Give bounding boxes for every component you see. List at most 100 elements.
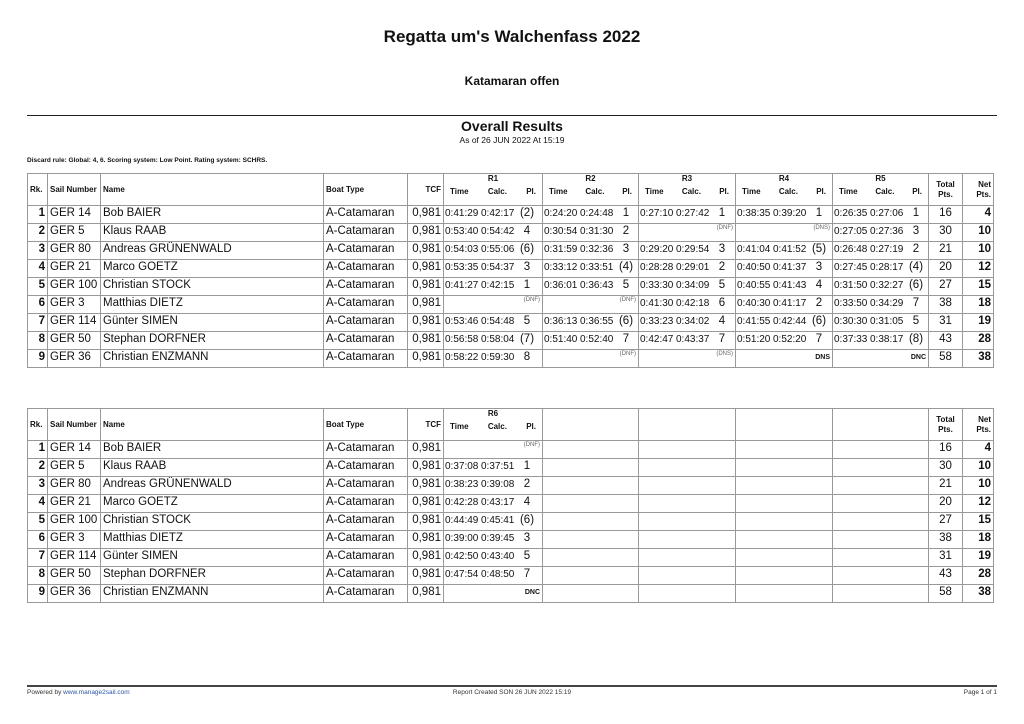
finish-time: 0:54:03	[445, 244, 479, 255]
total-points-cell: 43	[928, 566, 963, 585]
sail-number-cell: GER 5	[47, 458, 101, 477]
total-points-cell: 38	[928, 295, 963, 314]
penalty-code: DNC	[910, 354, 926, 361]
finish-time: 0:41:30	[640, 298, 674, 309]
empty-cell	[542, 458, 639, 477]
race-result-cell: (DNF)	[542, 349, 639, 368]
header-place: Pl.	[526, 187, 536, 196]
net-points-cell: 10	[962, 223, 994, 242]
sail-number-cell: GER 114	[47, 313, 101, 332]
rank-cell: 1	[27, 205, 48, 224]
boat-type-cell: A-Catamaran	[323, 349, 408, 368]
boat-type-cell: A-Catamaran	[323, 548, 408, 567]
place: 2	[622, 225, 630, 237]
rank-cell: 2	[27, 458, 48, 477]
finish-time: 0:37:33	[834, 334, 868, 345]
manage2sail-link[interactable]: www.manage2sail.com	[63, 689, 130, 696]
race-result-cell: 0:33:30 0:34:09 5	[638, 277, 736, 296]
place: 7	[622, 333, 630, 345]
race-name: R6	[487, 409, 499, 419]
finish-time: 0:40:55	[737, 280, 771, 291]
corrected-time: 0:43:37	[676, 334, 710, 345]
powered-by-label: Powered by	[27, 689, 62, 696]
corrected-time: 0:31:30	[580, 226, 614, 237]
race-result-cell: 0:33:23 0:34:02 4	[638, 313, 736, 332]
penalty-code: (DNF)	[523, 297, 540, 303]
total-points-cell: 21	[928, 476, 963, 495]
net-points-cell: 28	[962, 566, 994, 585]
header-time: Time	[839, 187, 858, 196]
finish-time: 0:58:22	[445, 352, 479, 363]
place: (6)	[519, 514, 535, 526]
boat-type-cell: A-Catamaran	[323, 241, 408, 260]
table-row: 8 GER 50 Stephan DORFNER A-Catamaran 0,981 0:…	[27, 331, 994, 350]
empty-cell	[735, 566, 833, 585]
race-result-cell: 0:41:29 0:42:17 (2)	[443, 205, 543, 224]
header-race-r1: R1 Time Calc. Pl.	[443, 173, 543, 206]
total-points-cell: 21	[928, 241, 963, 260]
boat-type-cell: A-Catamaran	[323, 476, 408, 495]
place: 1	[523, 460, 531, 472]
results-table-2: Rk. Sail Number Name Boat Type TCF R6 Time Calc…	[27, 408, 994, 603]
corrected-time: 0:29:54	[676, 244, 710, 255]
corrected-time: 0:54:37	[481, 262, 515, 273]
finish-time: 0:56:58	[445, 334, 479, 345]
name-cell: Andreas GRÜNENWALD	[100, 241, 324, 260]
finish-time: 0:42:50	[445, 551, 479, 562]
corrected-time: 0:58:04	[481, 334, 515, 345]
boat-type-cell: A-Catamaran	[323, 440, 408, 459]
race-result-cell: 0:27:10 0:27:42 1	[638, 205, 736, 224]
corrected-time: 0:32:27	[870, 280, 904, 291]
race-name: R1	[487, 174, 499, 184]
table-row: 6 GER 3 Matthias DIETZ A-Catamaran 0,981 0:39…	[27, 530, 994, 549]
name-cell: Marco GOETZ	[100, 494, 324, 513]
race-subheaders: Time Calc. Pl.	[545, 187, 636, 197]
boat-type-cell: A-Catamaran	[323, 331, 408, 350]
header-tcf: TCF	[407, 173, 444, 206]
finish-time: 0:41:04	[737, 244, 771, 255]
boat-type-cell: A-Catamaran	[323, 277, 408, 296]
header-net-points: Net Pts.	[962, 408, 994, 441]
name-cell: Günter SIMEN	[100, 548, 324, 567]
place: 3	[523, 261, 531, 273]
tcf-cell: 0,981	[407, 476, 444, 495]
race-result-cell: 0:38:23 0:39:08 2	[443, 476, 543, 495]
header-sail-number: Sail Number	[47, 173, 101, 206]
corrected-time: 0:52:40	[580, 334, 614, 345]
race-result-cell: 0:41:30 0:42:18 6	[638, 295, 736, 314]
empty-cell	[542, 566, 639, 585]
empty-cell	[542, 440, 639, 459]
race-result-cell: (DNS)	[735, 223, 833, 242]
table-row: 9 GER 36 Christian ENZMANN A-Catamaran 0,981…	[27, 349, 994, 368]
place: 6	[718, 297, 726, 309]
table-row: 3 GER 80 Andreas GRÜNENWALD A-Catamaran 0,98…	[27, 241, 994, 260]
place: 3	[912, 225, 920, 237]
finish-time: 0:33:23	[640, 316, 674, 327]
finish-time: 0:30:30	[834, 316, 868, 327]
penalty-code: (DNF)	[523, 442, 540, 448]
race-result-cell: 0:38:35 0:39:20 1	[735, 205, 833, 224]
sail-number-cell: GER 3	[47, 530, 101, 549]
penalty-code: (DNF)	[619, 351, 636, 357]
rank-cell: 7	[27, 313, 48, 332]
table-row: 5 GER 100 Christian STOCK A-Catamaran 0,981 0…	[27, 277, 994, 296]
empty-cell	[832, 512, 929, 531]
empty-cell	[832, 494, 929, 513]
place: (4)	[908, 261, 924, 273]
corrected-time: 0:41:43	[773, 280, 807, 291]
empty-cell	[832, 476, 929, 495]
empty-cell	[638, 458, 736, 477]
penalty-code: (DNS)	[716, 351, 733, 357]
race-result-cell: (DNF)	[443, 440, 543, 459]
table-row: 6 GER 3 Matthias DIETZ A-Catamaran 0,981 (DNF…	[27, 295, 994, 314]
table-row: 7 GER 114 Günter SIMEN A-Catamaran 0,981 0:53…	[27, 313, 994, 332]
finish-time: 0:30:54	[544, 226, 578, 237]
corrected-time: 0:27:36	[870, 226, 904, 237]
sail-number-cell: GER 100	[47, 277, 101, 296]
boat-type-cell: A-Catamaran	[323, 223, 408, 242]
race-result-cell: 0:28:28 0:29:01 2	[638, 259, 736, 278]
header-time: Time	[549, 187, 568, 196]
corrected-time: 0:41:17	[773, 298, 807, 309]
finish-time: 0:40:50	[737, 262, 771, 273]
header-rank: Rk.	[27, 173, 48, 206]
